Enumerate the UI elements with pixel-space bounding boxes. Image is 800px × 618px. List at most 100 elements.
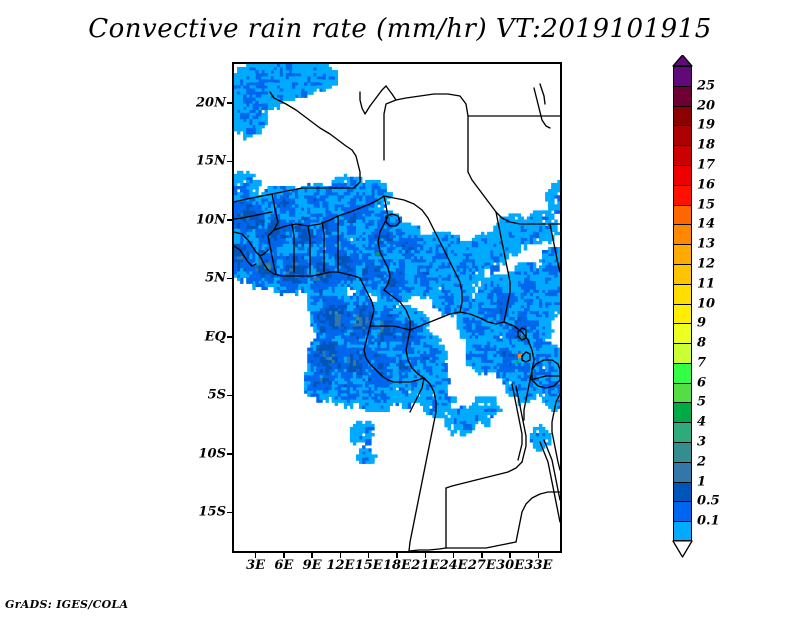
colorbar-band <box>673 66 692 87</box>
colorbar-bands <box>673 66 692 542</box>
colorbar-tick-label: 10 <box>697 296 716 311</box>
x-axis-tick-label: 24E <box>439 558 468 573</box>
colorbar-band-divider <box>673 343 692 345</box>
x-axis-tick-label: 12E <box>326 558 355 573</box>
y-axis-tick <box>227 160 233 163</box>
colorbar-band <box>673 145 692 166</box>
y-axis-tick <box>227 453 233 455</box>
x-axis-tick-label: 33E <box>524 558 553 573</box>
colorbar-tick-label: 7 <box>697 355 707 371</box>
colorbar-band-divider <box>673 362 692 364</box>
colorbar-band <box>673 85 692 107</box>
colorbar-tick-label: 19 <box>697 117 716 133</box>
y-axis-tick <box>227 394 233 397</box>
colorbar-tick-label: 14 <box>697 216 716 232</box>
colorbar-band <box>673 362 692 384</box>
colorbar-tick-label: 0.1 <box>697 513 720 529</box>
x-axis-tick <box>283 552 285 558</box>
colorbar-band <box>673 422 692 443</box>
colorbar-band <box>673 204 692 225</box>
colorbar-tick-label: 9 <box>697 315 707 331</box>
colorbar-band <box>673 442 692 463</box>
x-axis-tick-label: 9E <box>302 558 322 573</box>
colorbar-tick-label: 4 <box>697 414 707 430</box>
colorbar-tick-label: 8 <box>697 335 707 351</box>
colorbar-tick-label: 25 <box>697 78 716 94</box>
colorbar-band <box>673 382 692 404</box>
colorbar-band <box>673 402 692 423</box>
colorbar-tick-label: 6 <box>697 375 707 391</box>
x-axis-tick <box>254 552 257 558</box>
colorbar-band-divider <box>673 263 692 265</box>
colorbar-band-divider <box>673 323 692 325</box>
colorbar-band-divider <box>673 164 692 166</box>
colorbar-tick-label: 18 <box>697 137 716 153</box>
colorbar-tick-label: 5 <box>697 394 707 410</box>
y-axis-tick <box>227 277 233 280</box>
colorbar-band-divider <box>673 521 692 523</box>
credit-text: GrADS: IGES/COLA <box>5 598 129 611</box>
x-axis-tick <box>367 552 370 558</box>
rain-rate-field <box>234 64 560 464</box>
x-axis-tick-label: 18E <box>383 558 411 573</box>
colorbar-band-divider <box>673 540 692 541</box>
y-axis-tick-label: 10N <box>196 212 226 228</box>
colorbar-tick-label: 1 <box>697 474 707 490</box>
x-axis-tick-label: 21E <box>411 558 440 573</box>
colorbar-band-divider <box>673 224 692 226</box>
x-axis-tick-label: 27E <box>467 558 496 573</box>
colorbar-band-divider <box>673 66 692 67</box>
colorbar-tick-label: 0.5 <box>697 493 720 509</box>
y-axis-tick-label: 15N <box>196 153 226 169</box>
colorbar-band <box>673 224 692 245</box>
y-axis-tick-label: 5N <box>205 270 226 286</box>
y-axis-tick <box>227 219 233 221</box>
colorbar-band-divider <box>673 105 692 107</box>
colorbar-band <box>673 343 692 364</box>
y-axis-tick <box>227 511 233 514</box>
colorbar-band <box>673 184 692 206</box>
x-axis-tick <box>481 552 483 558</box>
colorbar-band-divider <box>673 402 692 404</box>
colorbar-band <box>673 283 692 305</box>
y-axis-tick-label: 20N <box>196 95 226 111</box>
y-axis-tick-label: 10S <box>198 446 226 462</box>
y-axis-tick-label: 5S <box>207 387 226 403</box>
colorbar-tick-label: 15 <box>697 197 716 213</box>
colorbar-band-divider <box>673 125 692 127</box>
colorbar-tick-label: 20 <box>697 98 716 114</box>
colorbar-tick-label: 13 <box>697 236 716 252</box>
colorbar-band-divider <box>673 303 692 305</box>
x-axis-tick-label: 3E <box>246 558 266 573</box>
colorbar-band <box>673 521 692 542</box>
rain-rate-map <box>234 64 560 551</box>
colorbar-band-divider <box>673 283 692 285</box>
colorbar-band-divider <box>673 461 692 463</box>
colorbar-band <box>673 323 692 344</box>
colorbar-band-divider <box>673 184 692 186</box>
colorbar-tick-label: 2 <box>697 454 707 470</box>
colorbar-tick-label: 16 <box>697 177 716 193</box>
x-axis-tick-label: 15E <box>354 558 383 573</box>
colorbar-band <box>673 501 692 522</box>
colorbar-band <box>673 461 692 483</box>
y-axis-tick-label: EQ <box>204 329 226 345</box>
colorbar-band <box>673 125 692 146</box>
colorbar-band <box>673 164 692 186</box>
colorbar-tick-label: 17 <box>697 157 716 173</box>
x-axis-tick <box>396 552 398 558</box>
colorbar-band <box>673 263 692 285</box>
map-plot-area <box>232 62 562 553</box>
colorbar-tick-label: 12 <box>697 256 716 272</box>
colorbar-band-divider <box>673 481 692 483</box>
colorbar-band-divider <box>673 85 692 87</box>
colorbar-band-divider <box>673 422 692 424</box>
colorbar-band <box>673 244 692 265</box>
y-axis-tick <box>227 336 233 338</box>
colorbar-band-divider <box>673 204 692 206</box>
x-axis-tick <box>509 552 511 558</box>
x-axis-tick <box>452 552 455 558</box>
x-axis-tick-label: 30E <box>496 558 525 573</box>
y-axis-tick-label: 15S <box>198 504 226 520</box>
colorbar-band-divider <box>673 382 692 384</box>
